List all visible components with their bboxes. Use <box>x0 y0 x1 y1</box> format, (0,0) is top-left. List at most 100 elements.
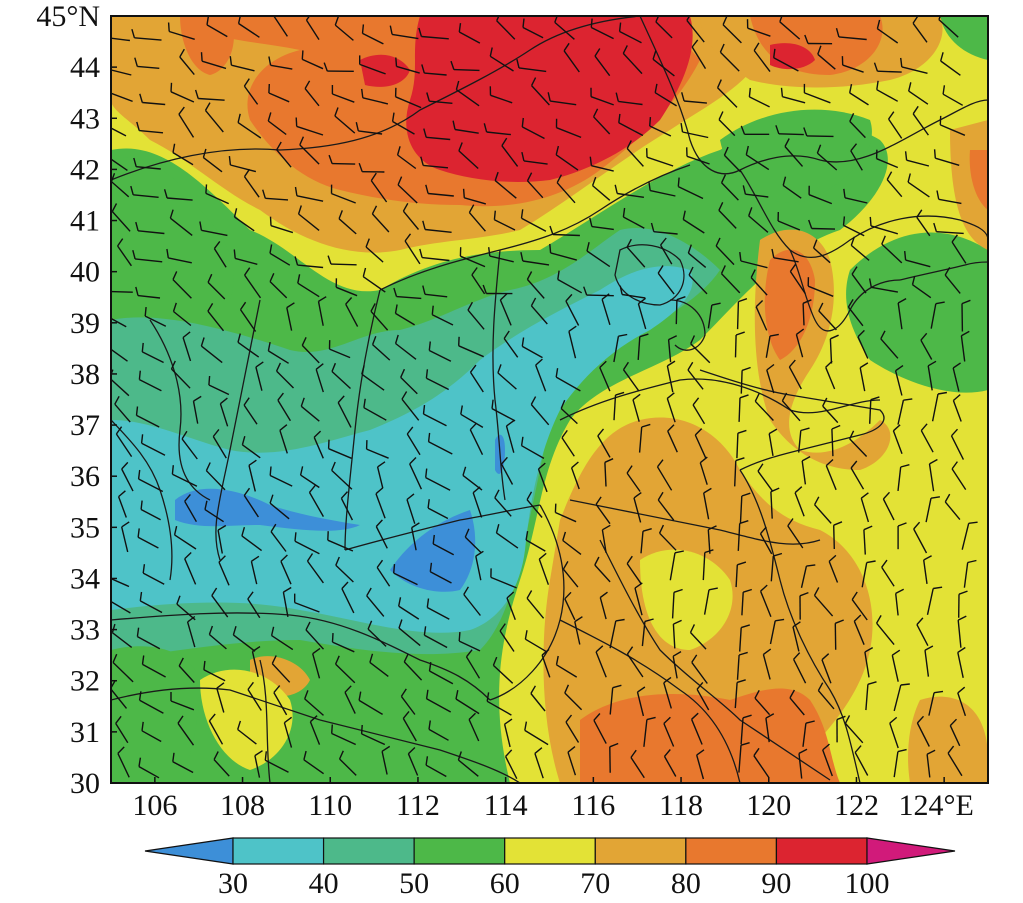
wind-barb-flag <box>172 752 175 762</box>
wind-barb-flag <box>740 742 750 746</box>
wind-barb <box>556 182 576 204</box>
wind-barb-flag <box>426 92 430 102</box>
wind-barb-flag <box>389 25 393 35</box>
wind-barb-flag <box>294 532 297 542</box>
wind-barb-flag <box>694 428 703 436</box>
wind-barb-flag <box>933 149 936 159</box>
wind-barb <box>961 523 970 550</box>
wind-barb <box>315 369 324 393</box>
wind-barb-flag <box>205 462 211 471</box>
wind-barb-flag <box>591 176 597 186</box>
wind-barb-flag <box>251 555 260 562</box>
wind-barb <box>335 564 354 583</box>
wind-barb-flag <box>118 490 126 498</box>
wind-barb <box>960 335 966 362</box>
wind-barb <box>894 370 903 396</box>
wind-barb <box>503 724 511 748</box>
wind-barb-flag <box>950 428 959 437</box>
wind-barb-flag <box>656 459 664 468</box>
wind-barb <box>248 465 256 492</box>
wind-barb <box>913 528 928 554</box>
wind-barb <box>928 692 935 716</box>
wind-barb-flag <box>141 721 144 731</box>
wind-barb-flag <box>968 521 978 524</box>
wind-barb <box>765 718 770 743</box>
wind-barb-flag <box>270 626 275 636</box>
wind-barb <box>431 314 454 326</box>
wind-barb <box>468 212 486 232</box>
colorbar-segment <box>504 837 596 865</box>
wind-barb <box>362 276 386 293</box>
wind-barb-flag <box>876 80 879 90</box>
wind-barb-flag <box>170 82 173 92</box>
wind-barb <box>298 213 320 231</box>
wind-barb-flag <box>773 48 776 58</box>
wind-barb-flag <box>463 586 470 595</box>
wind-barb-flag <box>104 306 105 315</box>
wind-barb-flag <box>825 360 833 368</box>
wind-barb <box>924 650 930 677</box>
wind-barb <box>144 315 167 327</box>
wind-barb <box>912 284 932 299</box>
wind-barb-flag <box>615 92 619 102</box>
wind-barb-flag <box>313 430 322 438</box>
wind-barb <box>694 434 707 459</box>
wind-barb <box>201 60 227 70</box>
wind-barb <box>822 405 839 424</box>
wind-barb <box>494 497 512 517</box>
wind-barb <box>282 591 289 618</box>
wind-barb-flag <box>850 460 858 469</box>
wind-barb-flag <box>483 123 488 133</box>
wind-barb-flag <box>423 128 427 138</box>
wind-barb-flag <box>663 749 671 757</box>
wind-barb <box>345 303 359 327</box>
wind-barb-flag <box>425 184 429 194</box>
wind-barb <box>567 751 577 776</box>
wind-barb <box>491 407 516 422</box>
wind-barb <box>682 218 705 234</box>
wind-barb-flag <box>859 362 869 369</box>
wind-barb-flag <box>193 395 202 402</box>
boundary-shaanxi-west <box>215 299 261 561</box>
wind-barb-flag <box>363 398 366 408</box>
wind-barb <box>269 502 290 520</box>
wind-barb-flag <box>300 397 305 407</box>
lat-tick-label: 40 <box>70 256 100 289</box>
wind-barb-flag <box>315 363 324 370</box>
wind-barb <box>472 492 483 518</box>
wind-barb-flag <box>835 619 844 624</box>
wind-barb-flag <box>933 586 943 590</box>
wind-barb-flag <box>243 78 250 87</box>
wind-barb <box>494 180 517 199</box>
wind-barb <box>838 36 867 41</box>
wind-barbs <box>104 16 978 780</box>
lat-tick-label: 38 <box>70 358 100 391</box>
wind-barb <box>359 63 386 75</box>
wind-barb <box>271 635 294 651</box>
wind-barb-flag <box>564 591 572 600</box>
wind-barb <box>397 184 418 204</box>
lon-tick-label: 112 <box>396 789 440 822</box>
wind-barb-flag <box>458 142 463 152</box>
wind-barb-flag <box>407 746 416 755</box>
wind-barb <box>176 603 196 621</box>
wind-barb-flag <box>167 22 170 32</box>
wind-barb <box>331 192 356 204</box>
wind-barb <box>304 698 324 716</box>
wind-barb-flag <box>187 615 196 623</box>
wind-barb <box>789 697 805 716</box>
wind-barb <box>574 621 581 645</box>
colorbar-label: 90 <box>761 867 791 900</box>
wind-barb <box>111 348 128 362</box>
wind-barb <box>586 294 614 297</box>
wind-barb-flag <box>208 375 211 386</box>
wind-barb <box>453 68 480 72</box>
wind-barb-flag <box>740 125 746 135</box>
wind-barb <box>640 531 644 554</box>
wind-barb <box>912 22 928 43</box>
wind-barb <box>276 149 292 168</box>
wind-barb <box>218 561 230 586</box>
wind-barb-flag <box>660 237 667 246</box>
wind-barb-flag <box>957 646 966 653</box>
wind-barb-flag <box>462 188 465 198</box>
